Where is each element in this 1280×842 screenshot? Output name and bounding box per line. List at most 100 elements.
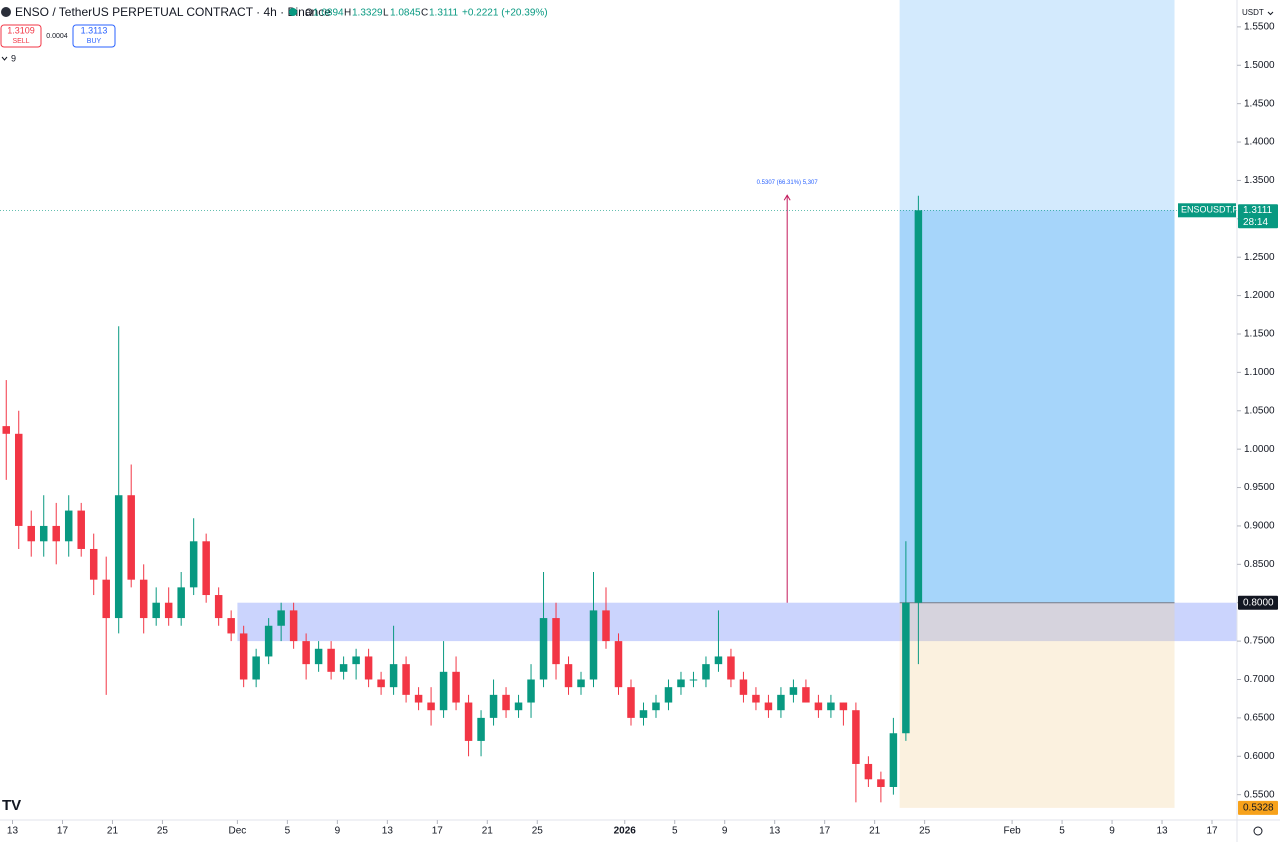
symbol-tag-label: ENSOUSDT.P: [1181, 205, 1239, 215]
candle-body: [127, 495, 135, 580]
candle-body: [777, 694, 785, 711]
candle-body: [602, 610, 610, 642]
candle-body: [552, 618, 560, 665]
candle-body: [177, 587, 185, 619]
x-tick-label: 21: [482, 826, 494, 837]
c-value: 1.3111: [429, 8, 459, 19]
candle-body: [464, 702, 473, 741]
candle-body: [664, 687, 673, 703]
candle-body: [614, 641, 623, 688]
y-tick-label: 1.0500: [1244, 405, 1275, 416]
candle-body: [264, 625, 273, 657]
candle-body: [189, 541, 198, 588]
candle-body: [152, 602, 160, 619]
x-tick-label: 13: [1156, 826, 1168, 837]
x-tick-label: 5: [1059, 826, 1065, 837]
candle-body: [564, 664, 573, 688]
indicator-count: 9: [11, 53, 16, 63]
candle-body: [402, 664, 410, 695]
candle-body: [377, 679, 385, 688]
buy-label: BUY: [87, 38, 102, 45]
candle-body: [277, 610, 285, 626]
y-tick-label: 1.2500: [1244, 252, 1275, 263]
y-tick-label: 0.9500: [1244, 482, 1275, 493]
candle-body: [789, 687, 798, 695]
candle-body: [702, 664, 710, 680]
stop-tag: [1238, 800, 1278, 815]
y-tick-label: 1.2000: [1244, 290, 1275, 301]
x-tick-label: 9: [1109, 826, 1115, 837]
candle-body: [39, 525, 48, 542]
candle-body: [914, 210, 923, 603]
candle-body: [114, 495, 123, 619]
candle-body: [539, 618, 548, 680]
x-tick-label: Feb: [1003, 826, 1021, 837]
x-tick-label: 17: [819, 826, 831, 837]
y-tick-label: 0.7500: [1244, 636, 1275, 647]
candle-body: [77, 510, 85, 549]
candle-body: [364, 656, 373, 680]
buy-button[interactable]: [72, 24, 116, 48]
candle-body: [2, 426, 10, 434]
candle-body: [339, 664, 348, 672]
candle-body: [327, 648, 335, 672]
x-tick-label: 21: [107, 826, 119, 837]
candle-body: [164, 602, 173, 619]
candle-body: [52, 525, 60, 542]
axes: 0.5500 0.6000 0.6500 0.7000 0.7500 0.8000 0.85…: [7, 22, 1275, 837]
candle-body: [477, 717, 485, 741]
h-label: H: [344, 8, 351, 19]
candle-body: [352, 656, 360, 665]
candle-body: [802, 687, 810, 703]
y-tick-label: 0.9000: [1244, 521, 1275, 532]
x-tick-label: 25: [919, 826, 931, 837]
candle-body: [452, 671, 460, 703]
candle-body: [727, 656, 735, 680]
change: +0.2221 (+20.39%): [462, 8, 548, 19]
x-tick-label: 13: [769, 826, 781, 837]
candle-body: [102, 579, 110, 619]
candle-body: [627, 687, 635, 718]
measure-arrowhead: [783, 194, 791, 201]
spread: 0.0004: [46, 33, 68, 40]
sell-button[interactable]: [0, 24, 42, 48]
ohlc-header: O 1.0894 H 1.3329 L 1.0845 C 1.3111 +0.2…: [305, 8, 548, 19]
candle-body: [64, 510, 73, 542]
x-tick-label: 9: [335, 826, 341, 837]
y-tick-label: 1.3500: [1244, 175, 1275, 186]
y-tick-label: 1.4000: [1244, 137, 1275, 148]
candle-body: [902, 602, 910, 734]
x-tick-label: Dec: [229, 826, 247, 837]
currency-button[interactable]: [1238, 4, 1278, 22]
o-label: O: [305, 8, 313, 19]
currency-caret: [1267, 11, 1274, 16]
tv-logo: TV: [2, 797, 21, 814]
x-tick-label: 17: [57, 826, 69, 837]
stop-tag-label: 0.5328: [1243, 803, 1274, 814]
candle-body: [889, 733, 898, 787]
candle-body: [202, 541, 210, 596]
x-tick-label: 13: [382, 826, 394, 837]
y-tick-label: 0.6000: [1244, 751, 1275, 762]
candle-body: [252, 656, 260, 680]
candle-body: [414, 694, 423, 703]
candle-body: [227, 618, 235, 634]
sell-label: SELL: [12, 38, 29, 45]
x-tick-label: 25: [532, 826, 544, 837]
market-status: [289, 8, 297, 16]
x-tick-label: 2026: [614, 826, 637, 837]
l-value: 1.0845: [390, 8, 421, 19]
entry-tag: [1238, 595, 1278, 610]
settings-icon[interactable]: [1253, 826, 1263, 836]
y-tick-label: 1.1000: [1244, 367, 1275, 378]
sell-price: 1.3109: [7, 25, 35, 35]
candle-body: [389, 664, 398, 688]
candle-body: [577, 679, 585, 688]
collapse-icon[interactable]: [1, 56, 8, 61]
candle-body: [514, 702, 523, 711]
candle-body: [827, 702, 835, 711]
x-tick-label: 5: [285, 826, 291, 837]
candle-body: [489, 694, 498, 718]
